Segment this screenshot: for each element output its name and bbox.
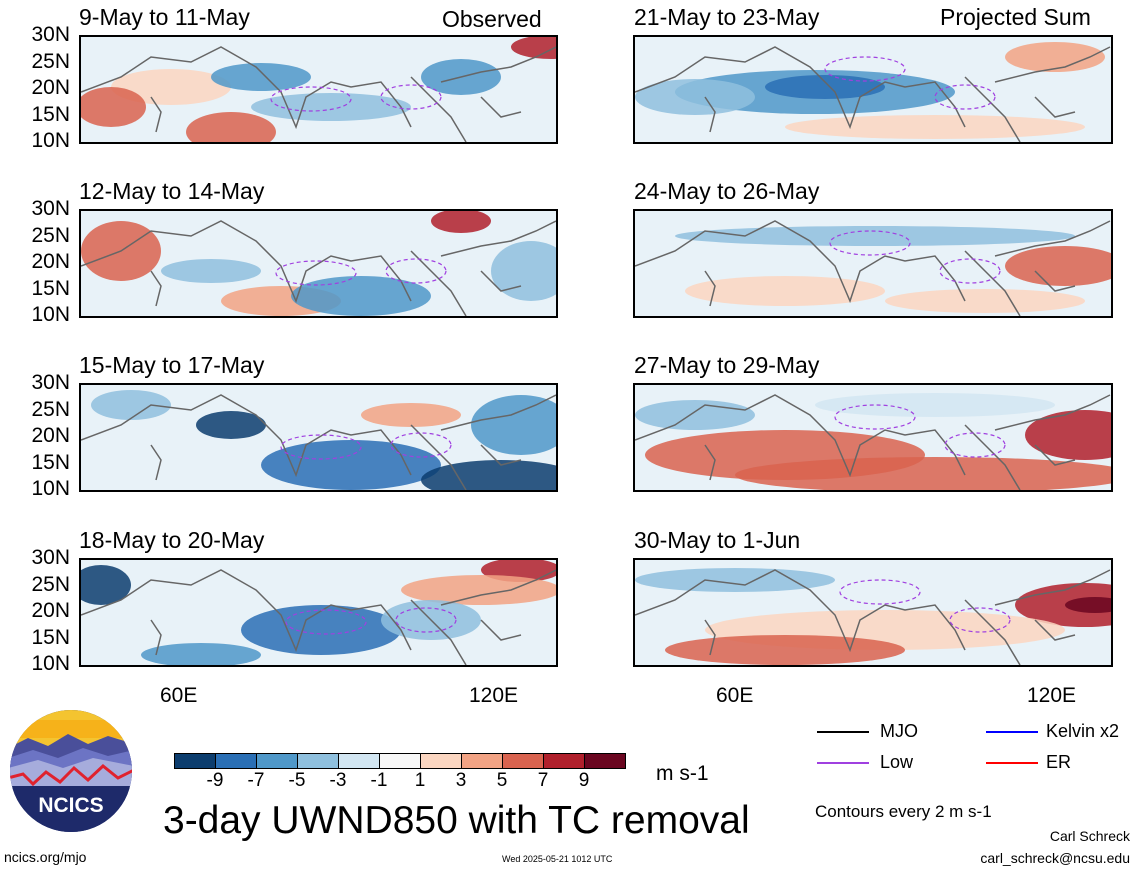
colorbar-tick-label: -7: [247, 770, 265, 791]
map-panel-projected-2: [633, 209, 1113, 318]
lon-label-120e-right: 120E: [1027, 684, 1077, 707]
lon-label-120e-left: 120E: [469, 684, 519, 707]
colorbar-swatch: [584, 753, 626, 769]
lat-label: 20N: [31, 250, 70, 273]
panel-title-8: 30-May to 1-Jun: [634, 527, 801, 553]
lat-label: 25N: [31, 572, 70, 596]
footer-timestamp: Wed 2025-05-21 1012 UTC: [502, 854, 613, 864]
colorbar-tick-label: -9: [206, 770, 224, 791]
colorbar-swatch: [215, 753, 257, 769]
map-panel-observed-1: [79, 35, 558, 144]
map-panel-projected-3: [633, 383, 1113, 492]
observed-label: Observed: [442, 6, 542, 32]
colorbar-swatch: [338, 753, 380, 769]
ncics-logo: NCICS: [8, 708, 134, 834]
ncics-logo-text: NCICS: [38, 794, 103, 817]
legend-label-kelvin: Kelvin x2: [1046, 721, 1120, 741]
lat-label: 30N: [31, 23, 70, 46]
panel-title-5: 21-May to 23-May: [634, 4, 820, 30]
map-panel-observed-3: [79, 383, 558, 492]
lat-label: 15N: [31, 276, 70, 300]
colorbar-swatch: [256, 753, 298, 769]
lat-label: 15N: [31, 450, 70, 474]
lat-label: 25N: [31, 49, 70, 73]
panel-title-1: 9-May to 11-May: [79, 4, 250, 30]
lat-label: 15N: [31, 625, 70, 649]
colorbar-tick-label: -3: [329, 770, 347, 791]
lat-label: 20N: [31, 76, 70, 99]
colorbar-swatch: [420, 753, 462, 769]
colorbar-swatch: [379, 753, 421, 769]
colorbar-swatch: [502, 753, 544, 769]
panel-title-7: 27-May to 29-May: [634, 352, 820, 378]
map-panel-observed-4: [79, 558, 558, 667]
legend-swatch-kelvin: [986, 731, 1038, 733]
lat-label: 25N: [31, 397, 70, 421]
main-title: 3-day UWND850 with TC removal: [163, 799, 750, 842]
lat-label: 30N: [31, 197, 70, 220]
projected-label: Projected Sum: [940, 4, 1091, 30]
lat-label: 25N: [31, 223, 70, 247]
lat-label: 30N: [31, 546, 70, 569]
legend-label-low: Low: [880, 752, 914, 772]
footer-website[interactable]: ncics.org/mjo: [4, 849, 87, 865]
colorbar-tick-label: 3: [455, 770, 467, 791]
colorbar-swatch: [297, 753, 339, 769]
lat-label: 20N: [31, 599, 70, 622]
colorbar-swatch: [461, 753, 503, 769]
contours-note: Contours every 2 m s-1: [815, 802, 992, 821]
footer-author: Carl Schreck: [1049, 828, 1130, 844]
colorbar-swatch: [543, 753, 585, 769]
colorbar-tick-label: -5: [288, 770, 306, 791]
panel-title-6: 24-May to 26-May: [634, 178, 820, 204]
footer-email[interactable]: carl_schreck@ncsu.edu: [980, 850, 1130, 866]
lat-label: 10N: [31, 652, 70, 675]
lat-label: 10N: [31, 129, 70, 152]
lat-label: 20N: [31, 424, 70, 447]
colorbar-units: m s-1: [656, 762, 709, 785]
panel-title-2: 12-May to 14-May: [79, 178, 265, 204]
legend-swatch-low: [817, 762, 869, 764]
lat-label: 10N: [31, 477, 70, 500]
map-panel-observed-2: [79, 209, 558, 318]
map-panel-projected-1: [633, 35, 1113, 144]
colorbar-tick-label: 9: [578, 770, 590, 791]
colorbar-tick-label: 5: [496, 770, 508, 791]
lon-label-60e-left: 60E: [160, 684, 198, 707]
colorbar-tick-label: 1: [414, 770, 426, 791]
map-panel-projected-4: [633, 558, 1113, 667]
legend-label-er: ER: [1046, 752, 1072, 772]
legend-label-mjo: MJO: [880, 721, 918, 741]
colorbar-swatch: [174, 753, 216, 769]
legend-swatch-er: [986, 762, 1038, 764]
lat-label: 10N: [31, 303, 70, 326]
panel-title-3: 15-May to 17-May: [79, 352, 265, 378]
lat-label: 15N: [31, 102, 70, 126]
legend-swatch-mjo: [817, 731, 869, 733]
lat-label: 30N: [31, 371, 70, 394]
lon-label-60e-right: 60E: [716, 684, 754, 707]
colorbar-tick-label: -1: [370, 770, 388, 791]
panel-title-4: 18-May to 20-May: [79, 527, 265, 553]
colorbar-tick-label: 7: [537, 770, 549, 791]
